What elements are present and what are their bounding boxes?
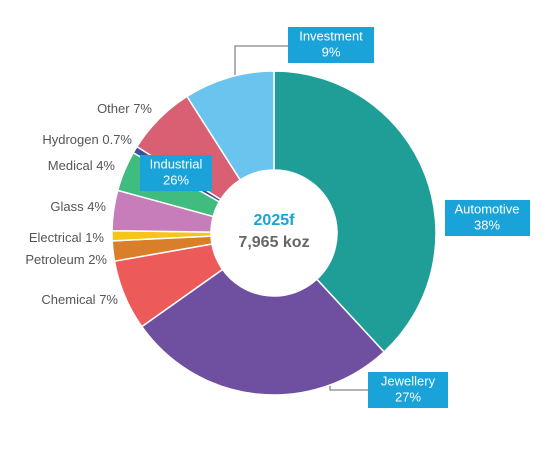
value-label: 38% [474, 217, 500, 232]
slice-label: Electrical 1% [29, 230, 105, 245]
label-box [368, 372, 448, 408]
annotation-text: 26% [163, 172, 189, 187]
value-label: 9% [322, 44, 341, 59]
slice-label: Petroleum 2% [25, 252, 107, 267]
category-name: Chemical [41, 292, 95, 307]
value-label: 4% [87, 199, 106, 214]
annotation-box [140, 155, 212, 191]
center-subtitle: 7,965 koz [238, 234, 309, 251]
label-box [445, 200, 530, 236]
value-label: 2% [88, 252, 107, 267]
value-label: 1% [85, 230, 104, 245]
slice-label: Hydrogen 0.7% [42, 132, 132, 147]
category-name: Glass [50, 199, 84, 214]
label-box [288, 27, 374, 63]
value-label: 7% [133, 101, 152, 116]
slice-label: Investment [299, 28, 363, 43]
slice-label: Jewellery [381, 373, 436, 388]
annotation-label: Industrial [150, 156, 203, 171]
center-title: 2025f [254, 212, 296, 229]
slice [140, 268, 386, 396]
category-name: Petroleum [25, 252, 84, 267]
value-label: 27% [395, 389, 421, 404]
slice-label: Glass 4% [50, 199, 106, 214]
value-label: 7% [99, 292, 118, 307]
value-label: 0.7% [102, 132, 132, 147]
category-name: Hydrogen [42, 132, 98, 147]
slice-label: Other 7% [97, 101, 152, 116]
slice [273, 70, 437, 353]
category-name: Other [97, 101, 130, 116]
slice-label: Automotive [454, 201, 519, 216]
slice-label: Chemical 7% [41, 292, 118, 307]
category-name: Medical [48, 158, 93, 173]
slice [185, 70, 275, 181]
value-label: 4% [96, 158, 115, 173]
slice-label: Medical 4% [48, 158, 116, 173]
category-name: Electrical [29, 230, 82, 245]
